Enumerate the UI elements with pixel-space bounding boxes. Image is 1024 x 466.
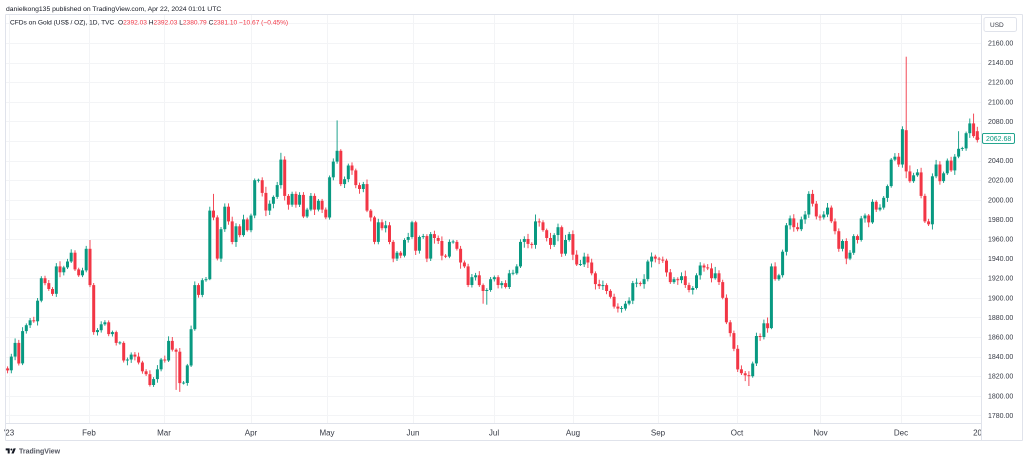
svg-text:danielkong135 published on Tra: danielkong135 published on TradingView.c… — [6, 6, 221, 13]
svg-text:1920.00: 1920.00 — [988, 276, 1013, 283]
svg-text:1780.00: 1780.00 — [988, 413, 1013, 420]
svg-text:Oct: Oct — [731, 429, 744, 438]
svg-text:2160.00: 2160.00 — [988, 41, 1013, 48]
svg-text:Dec: Dec — [894, 429, 908, 438]
svg-text:1820.00: 1820.00 — [988, 374, 1013, 381]
svg-text:Sep: Sep — [651, 429, 666, 438]
svg-text:1880.00: 1880.00 — [988, 315, 1013, 322]
svg-text:Feb: Feb — [82, 429, 96, 438]
svg-text:2080.00: 2080.00 — [988, 119, 1013, 126]
svg-text:Jun: Jun — [407, 429, 420, 438]
svg-text:TradingView: TradingView — [19, 449, 61, 456]
svg-text:1900.00: 1900.00 — [988, 295, 1013, 302]
svg-text:Jul: Jul — [489, 429, 499, 438]
svg-text:Aug: Aug — [566, 429, 580, 438]
svg-text:2100.00: 2100.00 — [988, 99, 1013, 106]
svg-text:2140.00: 2140.00 — [988, 60, 1013, 67]
svg-text:1860.00: 1860.00 — [988, 335, 1013, 342]
svg-text:2062.68: 2062.68 — [986, 136, 1011, 143]
svg-text:1800.00: 1800.00 — [988, 393, 1013, 400]
svg-text:2000.00: 2000.00 — [988, 197, 1013, 204]
svg-text:2040.00: 2040.00 — [988, 158, 1013, 165]
svg-text:2120.00: 2120.00 — [988, 80, 1013, 87]
svg-text:1980.00: 1980.00 — [988, 217, 1013, 224]
svg-text:1960.00: 1960.00 — [988, 237, 1013, 244]
svg-text:Mar: Mar — [157, 429, 171, 438]
svg-text:CFDs on Gold (US$ / OZ), 1D, T: CFDs on Gold (US$ / OZ), 1D, TVC O2392.0… — [10, 20, 288, 27]
svg-text:1940.00: 1940.00 — [988, 256, 1013, 263]
svg-text:USD: USD — [990, 22, 1004, 29]
svg-text:2020.00: 2020.00 — [988, 178, 1013, 185]
svg-text:May: May — [319, 429, 334, 438]
svg-text:Apr: Apr — [245, 429, 258, 438]
svg-text:Nov: Nov — [813, 429, 827, 438]
svg-text:1840.00: 1840.00 — [988, 354, 1013, 361]
